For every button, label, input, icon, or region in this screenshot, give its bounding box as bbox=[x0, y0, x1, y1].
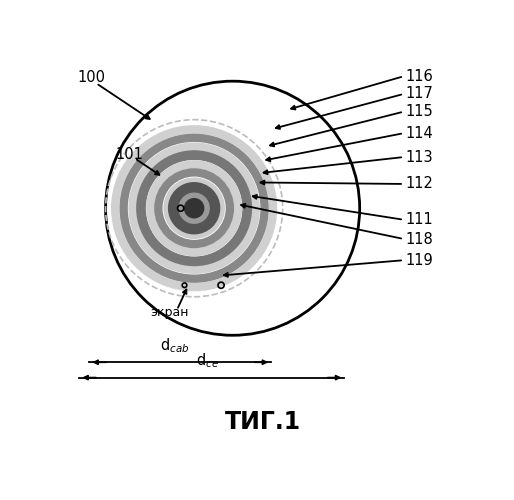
Text: 100: 100 bbox=[78, 70, 106, 85]
Text: d$_{ce}$: d$_{ce}$ bbox=[196, 351, 219, 370]
Text: ΤИГ.1: ΤИГ.1 bbox=[225, 410, 302, 434]
Text: 117: 117 bbox=[406, 86, 434, 102]
Text: 114: 114 bbox=[406, 126, 434, 140]
Text: 119: 119 bbox=[406, 252, 434, 268]
Text: 112: 112 bbox=[406, 176, 434, 192]
Text: экран: экран bbox=[150, 306, 188, 318]
Text: 118: 118 bbox=[406, 232, 434, 246]
Text: 101: 101 bbox=[115, 147, 143, 162]
Text: d$_{cab}$: d$_{cab}$ bbox=[160, 336, 190, 354]
Text: 113: 113 bbox=[406, 150, 433, 164]
Text: 111: 111 bbox=[406, 212, 434, 228]
Text: 116: 116 bbox=[406, 68, 434, 84]
Text: 115: 115 bbox=[406, 104, 434, 119]
